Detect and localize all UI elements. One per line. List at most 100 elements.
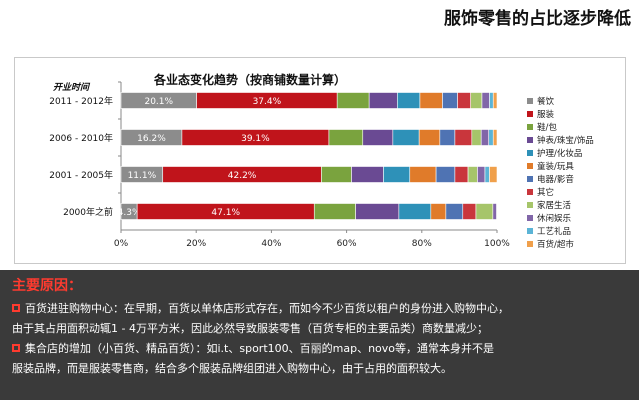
stacked-bar-chart: 0% 20% 40% 60% 80% 100% 2011 - 2012年 20.1% 37.4%… xyxy=(49,81,510,249)
x-tick-label: 0% xyxy=(114,239,129,249)
legend-label: 护理/化妆品 xyxy=(537,148,583,159)
reason-text: 由于其占用面积动辄1 - 4万平方米，因此必然导致服装零售（百货专柜的主要品类）… xyxy=(12,322,488,335)
legend-swatch xyxy=(527,214,533,221)
legend-label: 百货/超市 xyxy=(537,239,574,250)
legend-label: 钟表/珠宝/饰品 xyxy=(537,135,594,146)
category-axis-title: 开业时间 xyxy=(53,83,90,93)
data-label: 37.4% xyxy=(253,97,282,107)
bar-segment xyxy=(351,166,384,183)
x-tick-label: 80% xyxy=(412,239,432,249)
bar-segment xyxy=(336,92,370,109)
bar-segment xyxy=(445,203,464,220)
category-label: 2006 - 2010年 xyxy=(49,132,113,144)
bar-segment xyxy=(409,166,437,183)
legend-swatch xyxy=(527,162,533,169)
legend-label: 工艺礼品 xyxy=(537,226,572,237)
data-label: 42.2% xyxy=(228,171,257,181)
category-label: 2011 - 2012年 xyxy=(49,95,113,107)
legend-swatch xyxy=(527,110,533,117)
bar-segment xyxy=(442,92,458,109)
legend-swatch xyxy=(527,149,533,156)
bar-segment xyxy=(457,92,471,109)
legend-swatch xyxy=(527,227,533,234)
bar-segment xyxy=(313,203,356,220)
legend-label: 餐饮 xyxy=(537,96,555,107)
data-label: 20.1% xyxy=(144,97,173,107)
bar-segment xyxy=(492,203,497,220)
bar-segment xyxy=(418,129,441,146)
legend-label: 休闲娱乐 xyxy=(537,213,572,224)
legend-item: 服装 xyxy=(527,107,623,120)
bar-segment xyxy=(484,166,490,183)
legend-item: 童装/玩具 xyxy=(527,159,623,172)
bar-segment xyxy=(462,203,477,220)
legend-swatch xyxy=(527,201,533,208)
reason-text: 集合店的增加（小百货、精品百货）：如i.t、sport100、百丽的map、no… xyxy=(25,342,495,355)
bar-segment xyxy=(477,166,486,183)
bar-segment xyxy=(454,129,473,146)
bar-segment xyxy=(392,129,420,146)
data-label: 11.1% xyxy=(128,171,157,181)
legend-label: 鞋/包 xyxy=(537,122,557,133)
bar-segment xyxy=(492,92,498,109)
bar-segment xyxy=(397,92,421,109)
reasons-title: 主要原因： xyxy=(12,278,82,294)
data-label: 47.1% xyxy=(211,208,240,218)
legend-item: 鞋/包 xyxy=(527,120,623,133)
bar-segment xyxy=(328,129,364,146)
legend-label: 电器/影音 xyxy=(537,174,574,185)
bullet-square-icon xyxy=(12,344,20,352)
bullet-square-icon xyxy=(12,304,20,312)
legend-swatch xyxy=(527,123,533,130)
bar-segment xyxy=(362,129,394,146)
chart-panel: 各业态变化趋势（按商铺数量计算） 开业时间 0% 20% 40% 60% 80% 100%… xyxy=(14,57,626,264)
bar-segment xyxy=(481,92,490,109)
bar-segment xyxy=(419,92,443,109)
bar-segment xyxy=(435,166,456,183)
legend-label: 童装/玩具 xyxy=(537,161,574,172)
legend-item: 百货/超市 xyxy=(527,237,623,250)
legend-swatch xyxy=(527,136,533,143)
legend-label: 家居生活 xyxy=(537,200,572,211)
legend-label: 服装 xyxy=(537,109,555,120)
x-tick-label: 60% xyxy=(337,239,357,249)
bar-segment xyxy=(470,92,483,109)
reasons-panel: 主要原因： 百货进驻购物中心：在早期，百货以单体店形式存在，而如今不少百货以租户… xyxy=(0,270,639,400)
legend-label: 其它 xyxy=(537,187,555,198)
bar-segment xyxy=(471,129,482,146)
x-tick-label: 20% xyxy=(186,239,206,249)
bar-segment xyxy=(489,92,494,109)
bar-segment xyxy=(475,203,494,220)
legend-swatch xyxy=(527,175,533,182)
reason-item-2: 集合店的增加（小百货、精品百货）：如i.t、sport100、百丽的map、no… xyxy=(12,339,627,379)
legend-item: 护理/化妆品 xyxy=(527,146,623,159)
slide-title: 服饰零售的占比逐步降低 xyxy=(444,9,631,29)
bar-segment xyxy=(439,129,456,146)
bar-segment xyxy=(383,166,411,183)
bar-segment xyxy=(355,203,400,220)
reason-text: 服装品牌，而是服装零售商，结合多个服装品牌组团进入购物中心，由于占用的面积较大。 xyxy=(12,362,452,375)
bar-segment xyxy=(430,203,447,220)
legend-item: 电器/影音 xyxy=(527,172,623,185)
reason-text: 百货进驻购物中心：在早期，百货以单体店形式存在，而如今不少百货以租户的身份进入购… xyxy=(25,302,509,315)
chart-legend: 餐饮服装鞋/包钟表/珠宝/饰品 护理/化妆品 童装/玩具电器/影音其它家居生活休闲娱… xyxy=(527,94,623,250)
reason-item-1: 百货进驻购物中心：在早期，百货以单体店形式存在，而如今不少百货以租户的身份进入购… xyxy=(12,299,627,339)
legend-item: 餐饮 xyxy=(527,94,623,107)
data-label: 16.2% xyxy=(137,134,166,144)
bar-segment xyxy=(492,129,498,146)
bar-segment xyxy=(480,129,490,146)
data-label: 39.1% xyxy=(241,134,270,144)
x-tick-label: 100% xyxy=(484,239,510,249)
bar-segment xyxy=(398,203,432,220)
data-label: 4.3% xyxy=(118,208,141,218)
chart-title: 各业态变化趋势（按商铺数量计算） xyxy=(153,73,346,87)
bar-segment xyxy=(454,166,469,183)
category-label: 2000年之前 xyxy=(63,206,113,218)
legend-item: 工艺礼品 xyxy=(527,224,623,237)
bar-segment xyxy=(488,129,494,146)
bar-segment xyxy=(368,92,398,109)
bar-segment xyxy=(467,166,478,183)
legend-item: 休闲娱乐 xyxy=(527,211,623,224)
legend-swatch xyxy=(527,240,533,247)
legend-swatch xyxy=(527,188,533,195)
